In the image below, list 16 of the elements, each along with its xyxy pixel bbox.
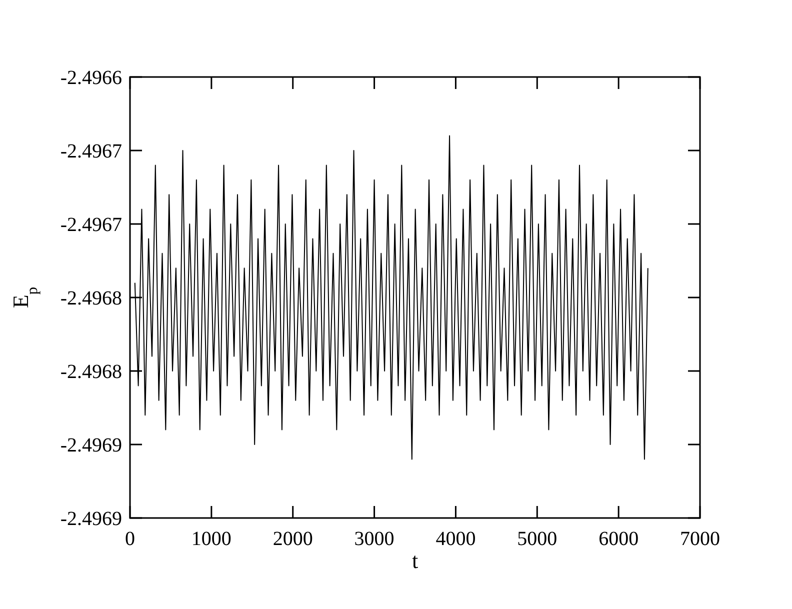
x-tick-label: 3000 (354, 528, 394, 550)
y-tick-label: -2.4967 (60, 214, 122, 236)
x-tick-label: 6000 (598, 528, 639, 550)
x-tick-label: 5000 (517, 528, 558, 550)
y-tick-label: -2.4969 (60, 508, 122, 530)
y-tick-label: -2.4966 (60, 67, 122, 89)
x-axis-title: t (412, 548, 418, 573)
x-tick-label: 7000 (680, 528, 720, 550)
x-tick-label: 1000 (191, 528, 232, 550)
y-tick-label: -2.4969 (60, 434, 122, 456)
y-tick-label: -2.4968 (60, 361, 122, 383)
x-tick-label: 4000 (436, 528, 476, 550)
y-tick-label: -2.4968 (60, 288, 122, 310)
x-tick-label: 0 (125, 528, 135, 550)
x-tick-label: 2000 (272, 528, 313, 550)
y-tick-label: -2.4967 (60, 140, 122, 162)
